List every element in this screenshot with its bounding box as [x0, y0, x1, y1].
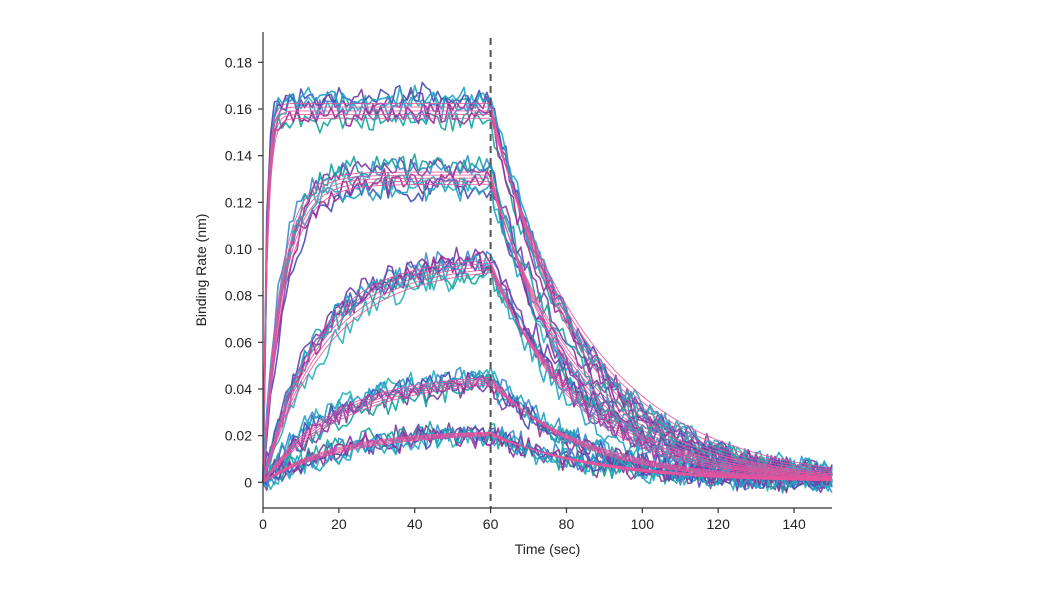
y-tick-label: 0.02 — [225, 428, 252, 444]
x-axis-label: Time (sec) — [515, 541, 581, 557]
x-tick-label: 120 — [707, 516, 731, 532]
trace-concentration-5-6 — [262, 427, 833, 492]
fit-curve-concentration-3-4 — [262, 262, 833, 483]
y-tick-label: 0.12 — [225, 194, 252, 210]
fit-curve-concentration-2-2 — [262, 180, 833, 483]
fit-curve-concentration-1-3 — [262, 110, 833, 483]
fit-curve-concentration-4-4 — [262, 378, 833, 483]
fit-curve-concentration-2-5 — [262, 171, 833, 483]
fit-curve-concentration-4-3 — [262, 380, 833, 483]
fit-curve-concentration-1-5 — [262, 102, 833, 483]
x-tick-label: 20 — [331, 516, 347, 532]
y-tick-label: 0.18 — [225, 54, 252, 70]
fit-curve-concentration-2-3 — [262, 177, 833, 483]
x-tick-label: 0 — [259, 516, 267, 532]
fit-curve-concentration-2-4 — [262, 174, 833, 483]
fit-curve-concentration-1-4 — [262, 106, 833, 483]
fit-curve-concentration-3-1 — [262, 272, 833, 483]
x-tick-label: 100 — [631, 516, 655, 532]
y-tick-label: 0 — [244, 474, 252, 490]
fit-curve-concentration-1-1 — [262, 117, 833, 483]
y-tick-label: 0.06 — [225, 334, 252, 350]
fit-curve-concentration-2-1 — [262, 183, 833, 483]
trace-concentration-2-7 — [262, 176, 833, 484]
x-tick-label: 140 — [782, 516, 806, 532]
fit-curve-concentration-5-5 — [262, 431, 833, 483]
fit-curve-concentration-3-2 — [262, 268, 833, 483]
y-tick-label: 0.10 — [225, 241, 252, 257]
fit-curve-concentration-3-5 — [262, 259, 833, 483]
fit-curve-concentration-1-2 — [262, 114, 833, 483]
y-axis-label: Binding Rate (nm) — [193, 214, 209, 327]
fit-curve-concentration-4-1 — [262, 384, 833, 483]
x-tick-label: 60 — [483, 516, 499, 532]
fit-curve-concentration-3-3 — [262, 265, 833, 483]
y-ticks: 0 0.02 0.04 0.06 0.08 0.10 0.12 0.14 0.16 0.18 — [225, 54, 263, 490]
y-tick-label: 0.14 — [225, 148, 252, 164]
fit-curve-concentration-4-2 — [262, 382, 833, 483]
plot-area — [262, 38, 833, 508]
x-ticks: 0 20 40 60 80 100 120 140 — [259, 508, 806, 532]
x-tick-label: 40 — [407, 516, 423, 532]
y-tick-label: 0.04 — [225, 381, 252, 397]
x-tick-label: 80 — [559, 516, 575, 532]
trace-concentration-1-7 — [262, 84, 833, 484]
axes: 0 20 40 60 80 100 120 140 0 0.02 0.04 0.06 0.08 0.10… — [225, 32, 832, 532]
y-tick-label: 0.08 — [225, 288, 252, 304]
y-tick-label: 0.16 — [225, 101, 252, 117]
